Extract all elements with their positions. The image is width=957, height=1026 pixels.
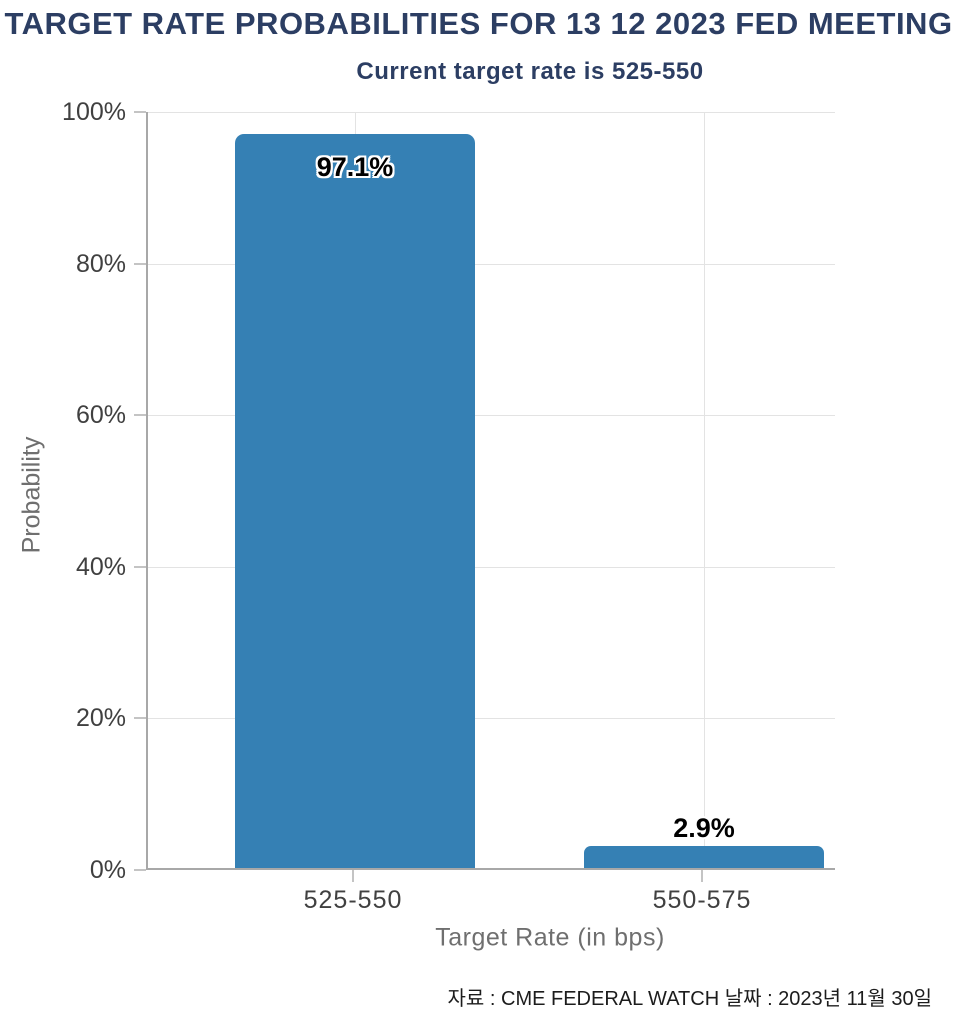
bar-525-550 <box>235 133 475 868</box>
y-tick-label-100: 100% <box>62 98 126 126</box>
y-tick-label-0: 0% <box>89 856 126 884</box>
y-axis-title: Probability <box>17 436 46 554</box>
x-tick-label: 525-550 <box>303 886 403 914</box>
source-note: 자료 : CME FEDERAL WATCH 날짜 : 2023년 11월 30… <box>447 988 932 1010</box>
y-tick-mark <box>134 111 146 113</box>
plot-area: 97.1% 2.9% <box>146 112 835 870</box>
gridline-horizontal <box>148 415 835 416</box>
bar-550-575 <box>584 846 824 868</box>
gridline-vertical <box>704 112 705 868</box>
y-tick-mark <box>134 566 146 568</box>
bar-value-label: 2.9% <box>673 813 735 843</box>
y-tick-label-40: 40% <box>75 553 126 581</box>
x-axis-title: Target Rate (in bps) <box>435 923 665 952</box>
x-tick-label: 550-575 <box>652 886 752 914</box>
gridline-horizontal <box>148 567 835 568</box>
y-tick-mark <box>134 263 146 265</box>
y-tick-label-60: 60% <box>75 401 126 429</box>
x-tick-mark <box>352 870 354 882</box>
gridline-horizontal <box>148 112 835 113</box>
y-tick-label-20: 20% <box>75 704 126 732</box>
x-tick-mark <box>701 870 703 882</box>
chart-title: TARGET RATE PROBABILITIES FOR 13 12 2023… <box>4 6 953 41</box>
gridline-horizontal <box>148 718 835 719</box>
bar-value-label: 97.1% <box>316 152 394 182</box>
chart-subtitle: Current target rate is 525-550 <box>356 58 704 85</box>
y-tick-mark <box>134 869 146 871</box>
y-tick-label-80: 80% <box>75 250 126 278</box>
y-tick-mark <box>134 717 146 719</box>
gridline-horizontal <box>148 264 835 265</box>
y-tick-mark <box>134 414 146 416</box>
